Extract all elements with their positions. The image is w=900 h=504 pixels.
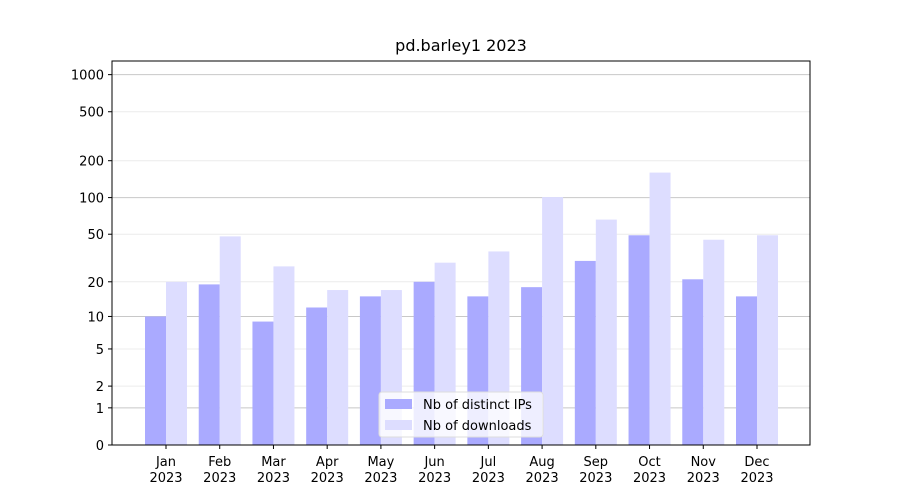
- y-tick-label: 100: [79, 192, 104, 207]
- x-tick-label: Oct 2023: [633, 455, 666, 486]
- legend-swatch: [385, 399, 412, 409]
- y-tick-label: 1000: [71, 69, 104, 84]
- bar: [736, 296, 757, 445]
- x-tick-label: Nov 2023: [687, 455, 720, 486]
- bar: [703, 239, 725, 445]
- bar: [306, 307, 328, 445]
- bar: [757, 235, 778, 445]
- y-tick-label: 0: [96, 439, 104, 454]
- x-tick-label: Mar 2023: [257, 455, 290, 486]
- y-tick-label: 500: [79, 106, 104, 121]
- legend-label: Nb of distinct IPs: [423, 398, 532, 413]
- x-tick-label: Jan 2023: [149, 455, 182, 486]
- y-tick-label: 1: [96, 402, 104, 417]
- x-tick-label: Apr 2023: [311, 455, 344, 486]
- plot-frame: [111, 60, 811, 446]
- y-tick-label: 200: [79, 155, 104, 170]
- x-tick-label: May 2023: [364, 455, 397, 486]
- bar: [327, 290, 349, 445]
- bar: [252, 321, 274, 445]
- bar: [198, 284, 220, 445]
- legend-swatch: [385, 420, 412, 430]
- x-tick-label: Jul 2023: [472, 455, 505, 486]
- y-tick-label: 2: [96, 380, 104, 395]
- x-tick-label: Dec 2023: [740, 455, 773, 486]
- y-tick-label: 5: [96, 343, 104, 358]
- bar: [273, 266, 295, 445]
- x-tick-label: Jun 2023: [418, 455, 451, 486]
- bar: [542, 197, 564, 445]
- y-tick-label: 20: [87, 276, 104, 291]
- x-tick-label: Sep 2023: [579, 455, 612, 486]
- y-tick-label: 10: [87, 310, 104, 325]
- bar: [682, 279, 704, 445]
- bar: [628, 235, 650, 445]
- legend-box: [378, 391, 544, 438]
- chart-title: pd.barley1 2023: [395, 36, 527, 55]
- legend-label: Nb of downloads: [423, 419, 532, 434]
- bar: [359, 296, 381, 445]
- y-tick-label: 50: [87, 228, 104, 243]
- x-tick-label: Aug 2023: [526, 455, 559, 486]
- bar: [595, 219, 617, 445]
- bar: [649, 172, 671, 445]
- x-tick-label: Feb 2023: [203, 455, 236, 486]
- bar: [166, 281, 187, 445]
- bar: [219, 236, 241, 445]
- bar: [145, 316, 166, 445]
- bar: [574, 260, 596, 445]
